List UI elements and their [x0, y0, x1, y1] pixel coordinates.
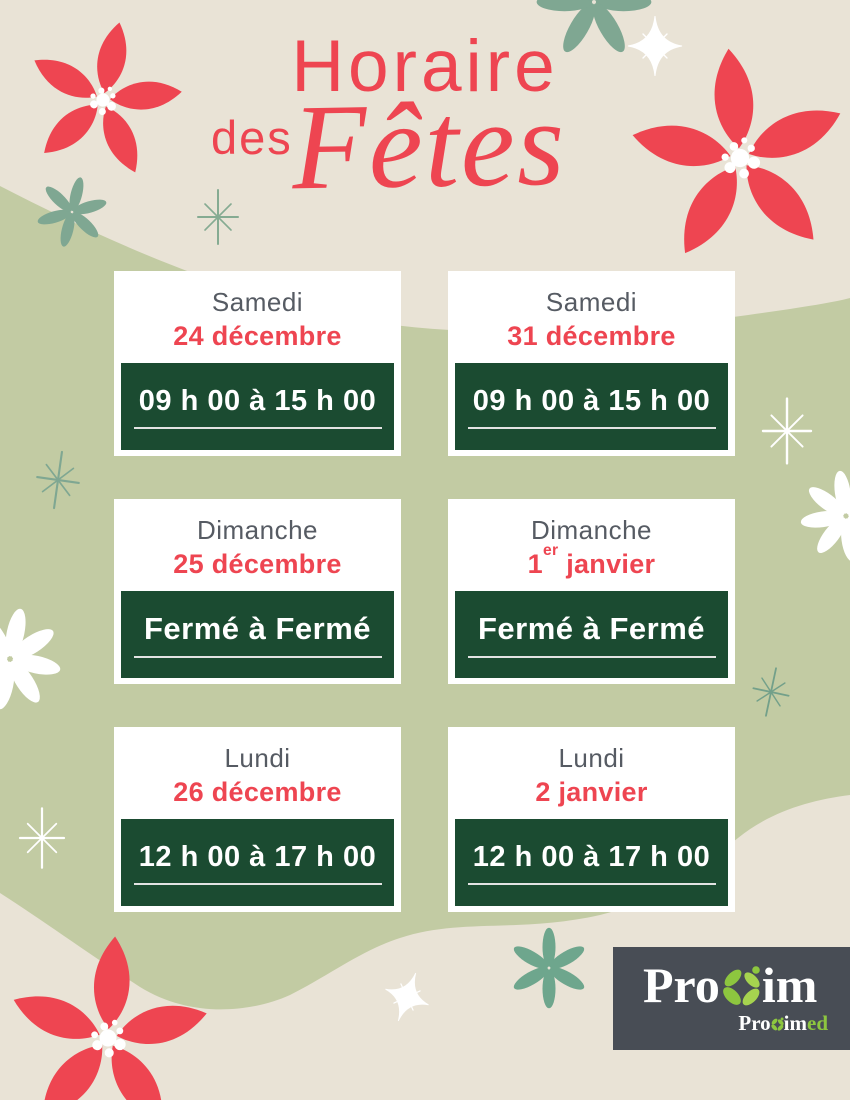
- card-day-label: Lundi: [224, 742, 291, 773]
- card-hours-text: Fermé à Fermé: [477, 611, 706, 646]
- card-header: Lundi 26 décembre: [114, 727, 401, 819]
- card-date-label: 26 décembre: [173, 776, 342, 807]
- card-date-label: 24 décembre: [173, 320, 342, 351]
- card-date-label: 2 janvier: [535, 776, 648, 807]
- card-header: Samedi 31 décembre: [448, 271, 735, 363]
- card-hours-band: 09 h 00 à 15 h 00: [121, 363, 394, 450]
- hours-underline: [133, 426, 382, 429]
- hours-underline: [467, 426, 716, 429]
- card-day-label: Lundi: [558, 742, 625, 773]
- card-day-label: Samedi: [545, 286, 638, 317]
- sub-brand-suffix: ed: [807, 1011, 828, 1035]
- card-date-label: 25 décembre: [173, 548, 342, 579]
- brand-text-pre: Pro: [643, 957, 720, 1013]
- card-hours-band: 09 h 00 à 15 h 00: [455, 363, 728, 450]
- card-hours-band: Fermé à Fermé: [121, 591, 394, 678]
- proxim-wordmark: Pro im: [643, 957, 818, 1013]
- card-hours-band: 12 h 00 à 17 h 00: [121, 819, 394, 906]
- card-hours-text: 12 h 00 à 17 h 00: [472, 840, 711, 873]
- card-hours-text: 09 h 00 à 15 h 00: [138, 384, 377, 417]
- schedule-card-jan2: Lundi 2 janvier 12 h 00 à 17 h 00: [448, 727, 735, 912]
- card-day-label: Dimanche: [196, 514, 319, 545]
- proxim-logo-box: Pro im Pro im ed: [613, 947, 850, 1050]
- schedule-grid: Samedi 24 décembre 09 h 00 à 15 h 00 Sam…: [114, 271, 735, 912]
- proximed-wordmark: Pro im ed: [738, 1011, 828, 1036]
- schedule-card-dec31: Samedi 31 décembre 09 h 00 à 15 h 00: [448, 271, 735, 456]
- hours-underline: [133, 882, 382, 885]
- proxim-leaf-x-icon: [722, 966, 760, 1006]
- hours-underline: [467, 656, 716, 658]
- card-date-label: 31 décembre: [507, 320, 676, 351]
- schedule-card-dec26: Lundi 26 décembre 12 h 00 à 17 h 00: [114, 727, 401, 912]
- sub-brand-mid: im: [783, 1011, 807, 1035]
- card-date-label: 1er janvier: [527, 542, 656, 580]
- sub-brand-pre: Pro: [738, 1011, 771, 1035]
- card-header: Dimanche 1er janvier: [448, 499, 735, 591]
- card-hours-text: Fermé à Fermé: [143, 611, 372, 646]
- proxim-leaf-x-icon: [771, 1017, 784, 1031]
- brand-text-post: im: [761, 957, 818, 1013]
- hours-underline: [133, 656, 382, 658]
- date-ordinal-suffix: er: [542, 542, 559, 560]
- card-day-label: Dimanche: [530, 514, 653, 545]
- card-header: Lundi 2 janvier: [448, 727, 735, 819]
- card-header: Dimanche 25 décembre: [114, 499, 401, 591]
- date-month: janvier: [558, 548, 656, 579]
- schedule-card-jan1: Dimanche 1er janvier Fermé à Fermé: [448, 499, 735, 684]
- card-hours-band: Fermé à Fermé: [455, 591, 728, 678]
- card-hours-band: 12 h 00 à 17 h 00: [455, 819, 728, 906]
- card-header: Samedi 24 décembre: [114, 271, 401, 363]
- schedule-card-dec25: Dimanche 25 décembre Fermé à Fermé: [114, 499, 401, 684]
- card-hours-text: 12 h 00 à 17 h 00: [138, 840, 377, 873]
- hours-underline: [467, 882, 716, 885]
- date-number: 1: [527, 548, 543, 579]
- schedule-card-dec24: Samedi 24 décembre 09 h 00 à 15 h 00: [114, 271, 401, 456]
- card-hours-text: 09 h 00 à 15 h 00: [472, 384, 711, 417]
- card-day-label: Samedi: [211, 286, 304, 317]
